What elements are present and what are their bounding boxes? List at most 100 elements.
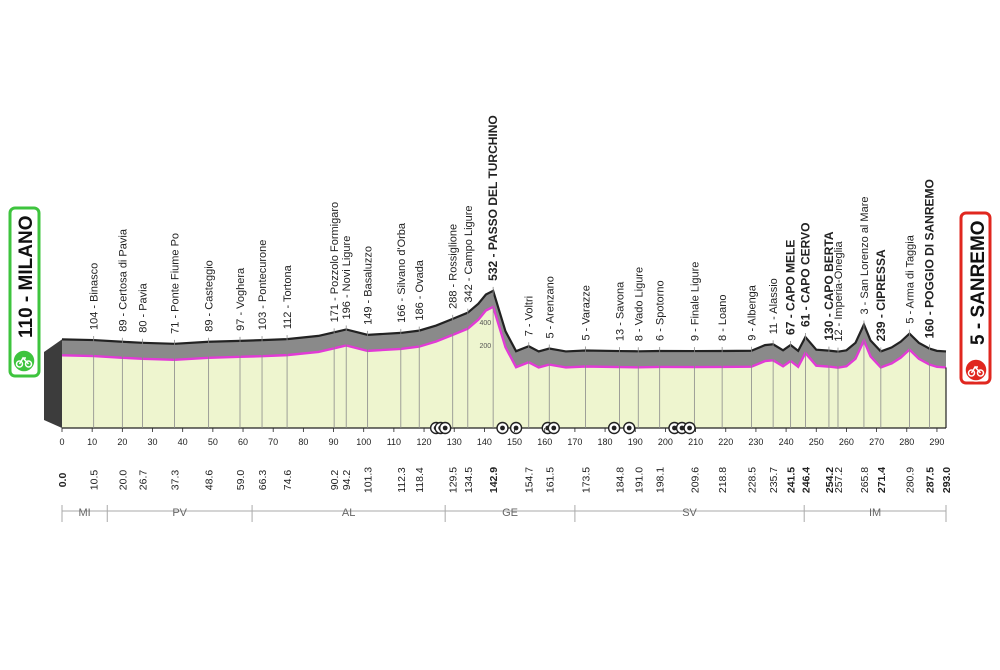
place-label: 97 - Voghera [235, 267, 247, 331]
x-tick-label: 80 [298, 437, 308, 447]
province-label: GE [502, 507, 518, 519]
distance-label: 246.4 [800, 467, 812, 493]
distance-label: 271.4 [876, 467, 888, 493]
x-tick-label: 190 [628, 437, 643, 447]
start-badge: 110 - MILANO [8, 206, 41, 378]
distance-label: 184.8 [615, 467, 627, 493]
start-label: 110 - MILANO [16, 216, 37, 338]
place-label: 8 - Vado Ligure [633, 267, 645, 341]
distance-label: 209.6 [689, 467, 701, 493]
place-label: 171 - Pozzolo Formigaro [329, 202, 341, 322]
x-tick-label: 270 [869, 437, 884, 447]
distance-label: 129.5 [448, 467, 460, 493]
service-point-icon [509, 421, 523, 435]
service-icons-layer [429, 421, 696, 435]
distance-label: 254.2 [824, 467, 836, 493]
service-point-icon [623, 421, 636, 435]
distance-label: 37.3 [170, 470, 182, 491]
distance-label: 218.8 [717, 467, 729, 493]
distance-label: 191.0 [633, 467, 645, 493]
distance-label: 280.9 [904, 467, 916, 493]
distance-label: 74.6 [282, 470, 294, 491]
distance-label: 59.0 [235, 470, 247, 491]
x-tick-label: 180 [598, 437, 613, 447]
place-label: 104 - Binasco [89, 263, 101, 330]
place-label: 89 - Certosa di Pavia [117, 228, 129, 332]
distance-label: 66.3 [257, 470, 269, 491]
service-point-icon [547, 421, 560, 435]
province-bar-layer: MI PV AL GE SV IM [61, 505, 947, 522]
x-tick-label: 70 [268, 437, 278, 447]
distance-label: 241.5 [786, 467, 798, 493]
place-label: 532 - PASSO DEL TURCHINO [486, 115, 500, 281]
place-label: 186 - Ovada [414, 259, 426, 320]
province-label: AL [342, 507, 355, 519]
place-label: 13 - Savona [615, 281, 627, 341]
distance-label: 112.3 [396, 467, 408, 493]
place-label: 130 - CAPO BERTA [822, 231, 836, 340]
x-tick-label: 230 [748, 437, 763, 447]
distance-label: 265.8 [859, 467, 871, 493]
place-label: 5 - Arma di Taggia [904, 234, 916, 323]
distance-label: 173.5 [580, 467, 592, 493]
x-tick-label: 130 [447, 437, 462, 447]
place-label: 7 - Voltri [524, 296, 536, 336]
distance-label: 235.7 [768, 467, 780, 493]
service-point-icon [438, 421, 452, 435]
x-tick-label: 240 [779, 437, 794, 447]
finish-badge: 5 - SANREMO [959, 211, 992, 385]
place-label: 288 - Rossiglione [448, 224, 460, 309]
place-label: 9 - Finale Ligure [689, 262, 701, 342]
place-label: 239 - CIPRESSA [874, 249, 888, 341]
x-tick-label: 290 [929, 437, 944, 447]
bicycle-icon [15, 356, 33, 368]
province-label: MI [79, 507, 91, 519]
distance-label: 101.3 [363, 467, 375, 493]
km-gridlines-layer [93, 286, 930, 428]
place-label: 89 - Casteggio [204, 260, 216, 332]
distance-label: 142.9 [488, 467, 500, 493]
bicycle-icon [967, 365, 985, 377]
place-label: 71 - Ponte Fiume Po [170, 233, 182, 334]
x-tick-label: 140 [477, 437, 492, 447]
distance-label: 10.5 [89, 470, 101, 491]
x-tick-label: 30 [148, 437, 158, 447]
place-label: 112 - Tortona [282, 264, 294, 329]
place-label: 11 - Alassio [768, 278, 780, 334]
x-tick-label: 120 [417, 437, 432, 447]
x-tick-label: 280 [899, 437, 914, 447]
service-point-icon [496, 421, 509, 435]
y-tick-label: 200 [479, 343, 491, 350]
x-tick-label: 200 [658, 437, 673, 447]
place-label: 61 - CAPO CERVO [798, 223, 812, 327]
x-tick-label: 10 [87, 437, 97, 447]
distance-label: 20.0 [117, 470, 129, 491]
place-label: 149 - Basaluzzo [363, 246, 375, 325]
province-label: SV [682, 507, 697, 519]
distance-label: 228.5 [746, 467, 758, 493]
x-axis-layer: 0 10 20 30 40 50 60 70 80 90 100 110 120 130 140 150 160… [57, 428, 953, 493]
place-label: 12 - Imperia-Oneglia [833, 241, 845, 342]
finish-label: 5 - SANREMO [968, 220, 989, 345]
x-tick-label: 0 [59, 437, 64, 447]
distance-label: 26.7 [138, 470, 150, 491]
distance-label: 118.4 [414, 467, 426, 493]
place-label: 80 - Pavia [138, 282, 150, 332]
service-point-icon [683, 421, 696, 435]
x-tick-label: 220 [718, 437, 733, 447]
distance-label: 90.2 [329, 470, 341, 491]
profile-ground-area [62, 306, 946, 428]
distance-label: 134.5 [463, 467, 475, 493]
x-tick-label: 90 [329, 437, 339, 447]
x-tick-label: 260 [839, 437, 854, 447]
x-tick-label: 60 [238, 437, 248, 447]
place-labels-layer: 104 - Binasco 89 - Certosa di Pavia 80 - P… [89, 115, 937, 341]
distance-label: 287.5 [924, 467, 936, 493]
place-label: 3 - San Lorenzo al Mare [859, 196, 871, 314]
start-bike-icon-bg [12, 349, 36, 373]
x-tick-label: 40 [178, 437, 188, 447]
service-point-icon [607, 421, 621, 435]
x-tick-label: 150 [507, 437, 522, 447]
distance-label: 94.2 [341, 470, 353, 491]
distance-label: 161.5 [544, 467, 556, 493]
